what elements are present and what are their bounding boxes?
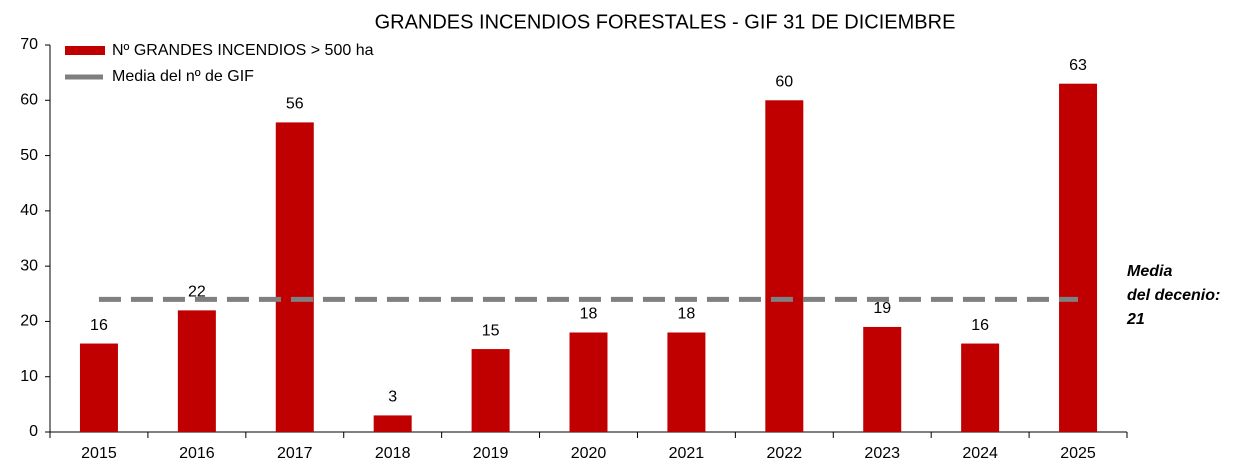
x-tick-label: 2019: [473, 445, 509, 462]
legend-label: Nº GRANDES INCENDIOS > 500 ha: [112, 42, 374, 59]
bar: [1059, 83, 1098, 432]
data-label: 63: [1069, 57, 1087, 74]
bar: [471, 349, 510, 432]
data-label: 22: [188, 284, 206, 301]
x-tick-label: 2021: [669, 445, 705, 462]
annotation: Media: [1127, 263, 1172, 280]
bar: [765, 100, 804, 433]
y-tick-label: 10: [20, 368, 38, 385]
bar: [569, 332, 608, 432]
data-label: 16: [90, 317, 108, 334]
y-tick-label: 0: [29, 423, 38, 440]
x-tick-label: 2017: [277, 445, 313, 462]
y-tick-label: 70: [20, 36, 38, 53]
data-label: 16: [971, 317, 989, 334]
data-label: 18: [580, 306, 598, 323]
legend-swatch: [65, 46, 105, 55]
x-tick-label: 2020: [571, 445, 607, 462]
data-label: 3: [388, 389, 397, 406]
y-tick-label: 30: [20, 257, 38, 274]
annotation: 21: [1126, 311, 1145, 328]
y-tick-label: 20: [20, 313, 38, 330]
bar: [961, 343, 1000, 432]
bar: [275, 122, 314, 433]
y-tick-label: 50: [20, 147, 38, 164]
data-label: 19: [873, 300, 891, 317]
x-tick-label: 2023: [864, 445, 900, 462]
x-tick-label: 2016: [179, 445, 215, 462]
x-tick-label: 2022: [767, 445, 803, 462]
y-tick-label: 40: [20, 202, 38, 219]
x-tick-label: 2018: [375, 445, 411, 462]
data-label: 18: [678, 306, 696, 323]
data-label: 60: [775, 74, 793, 91]
bar: [667, 332, 706, 432]
annotation: del decenio:: [1127, 287, 1220, 304]
chart-title: GRANDES INCENDIOS FORESTALES - GIF 31 DE…: [375, 11, 956, 33]
bar: [79, 343, 118, 432]
x-tick-label: 2015: [81, 445, 117, 462]
data-label: 15: [482, 322, 500, 339]
bar: [177, 310, 216, 432]
legend-label: Media del nº de GIF: [112, 68, 254, 85]
x-tick-label: 2025: [1060, 445, 1096, 462]
bar: [863, 326, 902, 432]
bar: [373, 415, 412, 432]
data-label: 56: [286, 96, 304, 113]
x-tick-label: 2024: [962, 445, 998, 462]
y-tick-label: 60: [20, 92, 38, 109]
